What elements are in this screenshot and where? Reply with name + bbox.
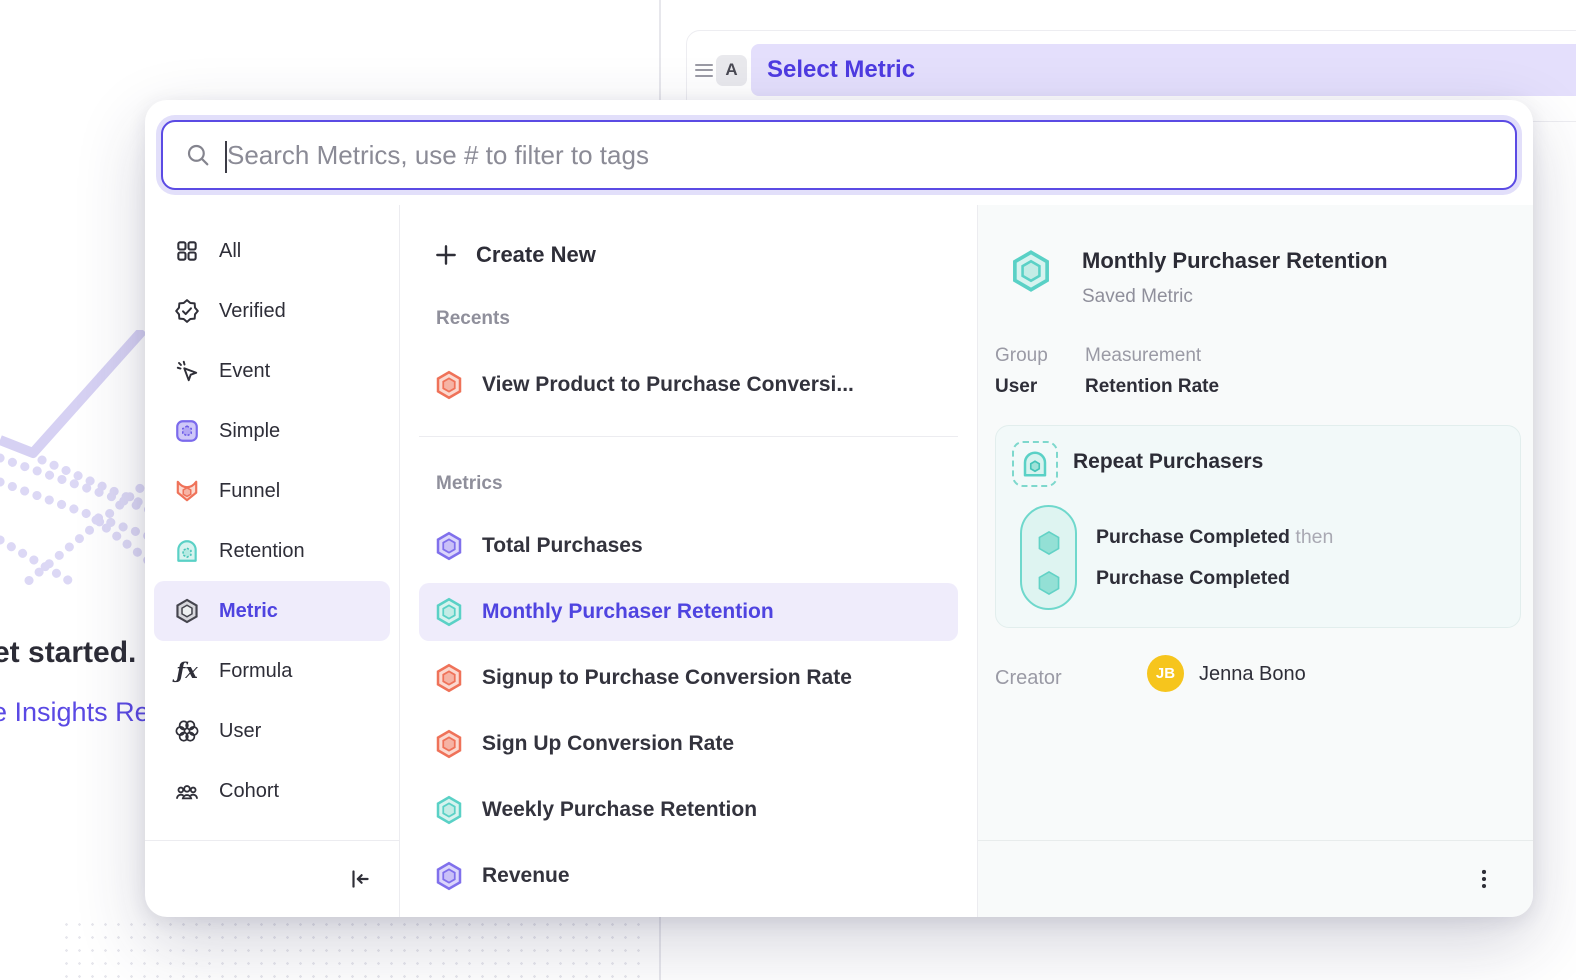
user-cluster-icon [175,720,199,742]
recents-section-label: Recents [436,308,510,329]
sidebar-item-funnel[interactable]: Funnel [154,461,390,521]
collapse-panel-icon[interactable] [347,866,373,892]
sidebar-item-label: Retention [219,539,305,562]
sidebar-item-verified[interactable]: Verified [154,281,390,341]
detail-title: Monthly Purchaser Retention [1082,248,1388,273]
retention-icon [177,540,197,562]
funnel-metric-icon [436,370,462,400]
sidebar-item-event[interactable]: Event [154,341,390,401]
metrics-section-label: Metrics [436,473,503,494]
sidebar-item-label: Verified [219,299,286,322]
formula-icon: ƒx [176,658,198,683]
metric-item-label: Sign Up Conversion Rate [482,732,735,755]
sidebar-item-label: Event [219,359,271,382]
category-sidebar: All Verified Event [145,205,399,917]
event-hexagon-icon [1038,530,1060,556]
text-caret [225,141,227,173]
sidebar-item-label: Cohort [219,779,280,802]
sidebar-item-retention[interactable]: Retention [154,521,390,581]
metric-item-label: Revenue [482,864,570,887]
metric-item-label: Signup to Purchase Conversion Rate [482,666,852,689]
recent-item-label: View Product to Purchase Conversi... [482,373,854,396]
creator-label: Creator [995,667,1062,689]
retention-metric-icon [1013,250,1049,292]
metric-list-item[interactable]: Revenue [419,847,958,905]
retention-metric-icon [436,597,462,627]
select-metric-button[interactable]: Select Metric [751,44,1576,96]
plus-icon [436,245,456,265]
grid-icon [177,241,197,261]
metric-definition-card: Repeat Purchasers Purchase Completed the… [995,425,1521,628]
simple-metric-icon [176,420,198,442]
canvas-dot-grid [60,918,650,980]
cursor-click-icon [176,360,198,382]
measurement-value: Retention Rate [1085,376,1220,397]
metric-item-label: Weekly Purchase Retention [482,798,758,821]
series-a-badge: A [716,54,747,86]
then-connector: then [1295,526,1334,548]
detail-subtitle: Saved Metric [1082,286,1193,307]
metric-list-panel: Create New Recents View Product to Purch… [399,205,978,917]
group-value: User [995,376,1038,397]
funnel-metric-icon [436,663,462,693]
measurement-label: Measurement [1085,345,1202,366]
sidebar-item-label: Formula [219,659,293,682]
sidebar-item-label: Metric [219,599,278,622]
metric-picker-dialog: All Verified Event [145,100,1533,917]
create-new-button[interactable]: Create New [419,231,958,279]
cohort-icon [176,785,198,800]
metric-item-label: Monthly Purchaser Retention [482,600,774,623]
search-icon [187,144,209,166]
sidebar-item-metric[interactable]: Metric [154,581,390,641]
drag-handle-icon[interactable] [695,63,713,77]
search-area [145,100,1533,205]
sidebar-item-label: All [219,239,242,262]
retention-metric-icon [436,795,462,825]
metric-list-item[interactable]: Total Purchases [419,517,958,575]
definition-step-2: Purchase Completed [1096,567,1290,589]
creator-avatar: JB [1147,655,1184,692]
simple-metric-icon [436,861,462,891]
creator-name: Jenna Bono [1199,663,1306,685]
event-sequence-pill [1020,505,1077,610]
sidebar-item-formula[interactable]: ƒx Formula [154,641,390,701]
metric-list-item[interactable]: Sign Up Conversion Rate [419,715,958,773]
sidebar-item-label: Funnel [219,479,281,502]
background-insights-link[interactable]: e Insights Re [0,697,150,727]
recent-item[interactable]: View Product to Purchase Conversi... [419,356,958,414]
details-footer [978,840,1533,917]
sidebar-item-simple[interactable]: Simple [154,401,390,461]
definition-title: Repeat Purchasers [1073,450,1264,473]
event-hexagon-icon [1038,570,1060,596]
sidebar-item-label: Simple [219,419,281,442]
simple-metric-icon [436,531,462,561]
cohort-definition-icon [1012,441,1058,487]
metric-list-item[interactable]: Signup to Purchase Conversion Rate [419,649,958,707]
funnel-icon [176,480,198,502]
metric-row-card: A Select Metric [686,30,1576,122]
metric-list-item[interactable]: Weekly Purchase Retention [419,781,958,839]
select-metric-label: Select Metric [767,56,916,83]
funnel-metric-icon [436,729,462,759]
sidebar-item-cohort[interactable]: Cohort [154,761,390,821]
sidebar-item-all[interactable]: All [154,221,390,281]
definition-step-1: Purchase Completed then [1096,526,1334,548]
verified-badge-icon [175,299,199,323]
kebab-menu-icon[interactable] [1471,866,1497,892]
retention-arch-icon [1023,451,1047,477]
create-new-label: Create New [476,242,596,267]
metric-details-panel: Monthly Purchaser Retention Saved Metric… [978,205,1533,917]
section-divider [419,436,958,437]
metric-list-item-selected[interactable]: Monthly Purchaser Retention [419,583,958,641]
metric-hexagon-icon [176,598,198,624]
sidebar-item-label: User [219,719,262,742]
background-chart-decoration [0,330,150,593]
search-input[interactable] [211,125,1515,185]
group-label: Group [995,345,1048,366]
sidebar-item-user[interactable]: User [154,701,390,761]
search-box[interactable] [161,120,1517,190]
metric-item-label: Total Purchases [482,534,643,557]
sidebar-footer [145,840,399,917]
background-get-started-text: et started. [0,636,137,669]
